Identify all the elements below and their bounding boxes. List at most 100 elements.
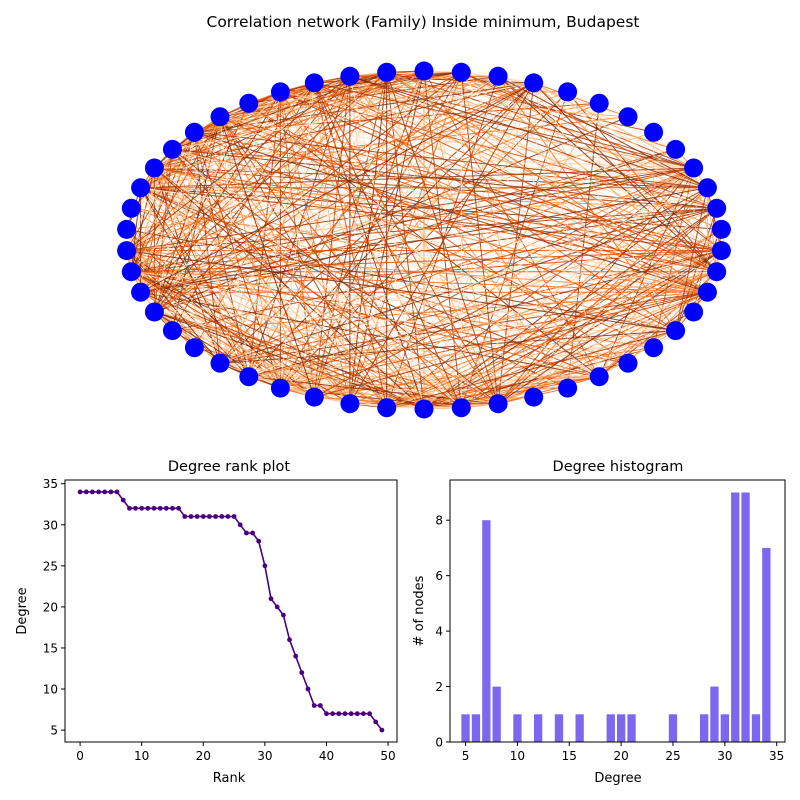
rank-point <box>213 514 219 519</box>
hist-xtick-label: 25 <box>665 749 680 763</box>
network-edge <box>194 131 462 409</box>
network-edge <box>598 187 708 377</box>
network-edge <box>280 91 676 332</box>
network-node <box>210 353 230 373</box>
network-edge <box>131 271 676 332</box>
histogram-bar <box>513 714 522 742</box>
rank-point <box>342 711 348 717</box>
network-node <box>684 158 704 178</box>
histogram-ylabel: # of nodes <box>412 575 427 646</box>
network-edge <box>497 91 569 404</box>
network-edge <box>386 71 708 189</box>
network-edge <box>280 91 708 293</box>
network-edge <box>140 116 221 293</box>
rank-point <box>231 514 237 519</box>
network-node <box>340 66 360 86</box>
network-edge <box>280 291 708 389</box>
rank-point <box>305 686 311 692</box>
network-edge <box>219 187 708 364</box>
network-edge <box>314 291 708 398</box>
network-node <box>558 378 578 398</box>
hist-xtick-label: 35 <box>769 749 784 763</box>
histogram-bar <box>627 714 636 742</box>
network-edge <box>423 207 717 410</box>
network-node <box>711 241 731 261</box>
network-edge <box>423 82 535 410</box>
network-edge <box>314 187 708 398</box>
network-edge <box>386 71 708 293</box>
rank-ytick-label: 15 <box>43 641 58 655</box>
network-edge <box>280 82 535 389</box>
histogram-bar <box>575 714 584 742</box>
network-edge <box>172 75 499 331</box>
rank-point <box>120 497 126 503</box>
rank-point <box>163 505 169 511</box>
rank-plot-ticks: 0 10 20 30 40 50 5 10 15 20 25 30 35 <box>43 477 396 763</box>
rank-point <box>274 604 280 610</box>
network-edge <box>279 76 351 389</box>
network-edge <box>194 131 708 189</box>
network-edge <box>248 102 676 332</box>
rank-point <box>114 489 120 495</box>
network-edge <box>386 71 722 252</box>
rank-point <box>219 514 225 519</box>
network-edge <box>598 250 722 378</box>
network-edge <box>153 132 195 313</box>
rank-point <box>182 514 188 519</box>
rank-point <box>188 514 194 519</box>
network-edge <box>349 71 462 77</box>
network-edge <box>248 376 351 405</box>
network-edge <box>533 82 718 273</box>
network-node <box>711 219 731 239</box>
network-node <box>707 262 727 282</box>
rank-ytick-label: 30 <box>43 518 58 532</box>
network-edge <box>140 187 629 364</box>
network-edge <box>126 250 221 364</box>
network-edge <box>126 82 534 252</box>
rank-point <box>151 505 157 511</box>
network-edge <box>131 271 387 409</box>
network-edge <box>280 91 694 169</box>
network-node <box>162 139 182 159</box>
network-edge <box>386 291 708 409</box>
network-node <box>131 282 151 302</box>
network-edge <box>386 72 499 404</box>
network-edge <box>172 148 717 209</box>
network-edge <box>140 91 281 293</box>
network-edge <box>219 167 694 364</box>
degree-histogram: Degree histogram 5 10 15 20 25 30 35 0 2 4 6 8 Degr… <box>412 459 786 786</box>
network-edge <box>248 82 315 377</box>
network-edge <box>280 207 717 389</box>
network-edge <box>219 362 315 398</box>
network-edge <box>131 271 315 398</box>
network-node <box>488 66 508 86</box>
network-graph <box>117 61 731 419</box>
network-edge <box>126 250 676 332</box>
network-edge <box>172 82 534 150</box>
rank-point <box>293 653 299 659</box>
network-edge <box>280 91 708 189</box>
rank-ytick-label: 5 <box>50 724 58 738</box>
network-edge <box>172 148 708 293</box>
rank-point <box>237 522 243 528</box>
network-node <box>117 241 137 261</box>
rank-point <box>250 530 256 536</box>
network-edge <box>140 167 694 293</box>
histogram-bar <box>534 714 543 742</box>
network-edge <box>314 82 694 169</box>
hist-ytick-label: 4 <box>435 625 443 639</box>
network-edge <box>126 75 351 251</box>
network-node <box>644 338 664 358</box>
rank-point <box>379 727 385 733</box>
network-edge <box>349 403 462 409</box>
network-edge <box>140 82 534 293</box>
network-node <box>524 387 544 407</box>
hist-xtick-label: 20 <box>613 749 628 763</box>
rank-point <box>281 612 286 618</box>
histogram-bar <box>751 714 761 742</box>
network-node <box>414 399 434 419</box>
rank-ytick-label: 25 <box>43 559 58 573</box>
rank-point <box>96 489 101 495</box>
network-edge <box>126 228 676 332</box>
network-edge <box>313 82 388 408</box>
